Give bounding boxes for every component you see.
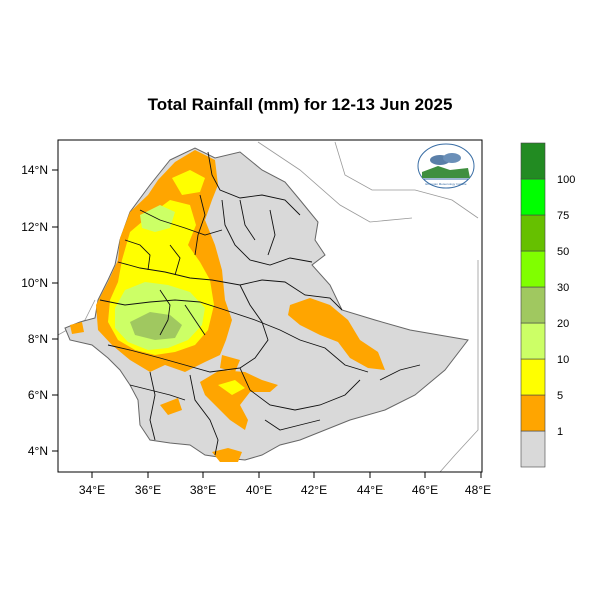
lon-tick-label: 38°E [190, 483, 216, 497]
lon-tick-label: 42°E [301, 483, 327, 497]
legend-swatch [520, 214, 546, 252]
lon-tick-labels: 34°E 36°E 38°E 40°E 42°E 44°E 46°E 48°E [79, 483, 491, 497]
map-frame [57, 139, 483, 473]
neighbor-borders [57, 141, 479, 473]
map-title: Total Rainfall (mm) for 12-13 Jun 2025 [147, 95, 453, 114]
lat-tick-label: 14°N [21, 163, 48, 177]
lat-tick-label: 10°N [21, 276, 48, 290]
legend-swatch [520, 322, 546, 360]
meteorology-institute-logo: Ethiopian Meteorology Institute [417, 143, 475, 189]
lat-tick-labels: 14°N 12°N 10°N 8°N 6°N 4°N [21, 163, 48, 458]
lon-tick-label: 36°E [135, 483, 161, 497]
legend-label: 100 [557, 174, 575, 186]
legend-label: 50 [557, 246, 569, 258]
lat-tick-label: 8°N [28, 332, 48, 346]
legend-swatch [520, 286, 546, 324]
legend-label: 30 [557, 282, 569, 294]
legend-swatch [520, 358, 546, 396]
lat-axis [52, 169, 58, 452]
lon-tick-label: 46°E [412, 483, 438, 497]
legend-swatch [520, 142, 546, 180]
lat-tick-label: 6°N [28, 388, 48, 402]
rainfall-legend: 1 5 10 20 30 50 75 100 [520, 142, 575, 468]
lon-tick-label: 48°E [465, 483, 491, 497]
lon-tick-label: 44°E [357, 483, 383, 497]
admin-borders [99, 151, 421, 456]
lat-tick-label: 12°N [21, 220, 48, 234]
lon-axis [91, 472, 482, 478]
lat-tick-label: 4°N [28, 444, 48, 458]
legend-label: 5 [557, 390, 563, 402]
legend-label: 1 [557, 426, 563, 438]
logo-text: Ethiopian Meteorology Institute [425, 182, 467, 186]
lon-tick-label: 40°E [246, 483, 272, 497]
legend-swatch [520, 178, 546, 216]
legend-label: 10 [557, 354, 569, 366]
legend-label: 75 [557, 210, 569, 222]
legend-swatch [520, 250, 546, 288]
rainfall-20-30mm [130, 312, 182, 340]
legend-label: 20 [557, 318, 569, 330]
legend-swatch [520, 430, 546, 468]
lon-tick-label: 34°E [79, 483, 105, 497]
legend-swatch [520, 394, 546, 432]
